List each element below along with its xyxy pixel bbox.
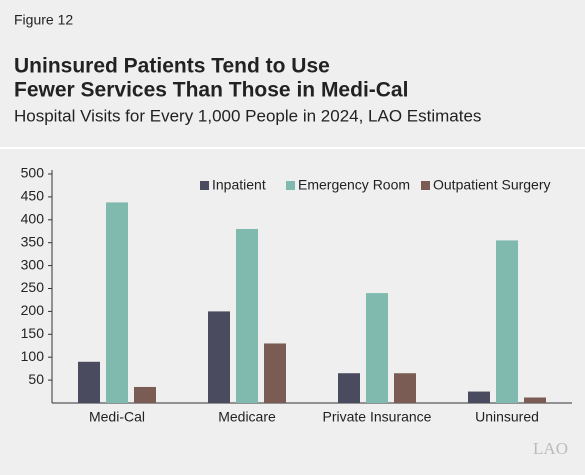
bar — [468, 391, 490, 403]
y-tick-label: 150 — [21, 325, 45, 341]
chart-title: Fewer Services Than Those in Medi-Cal — [14, 79, 408, 102]
bar — [208, 311, 230, 403]
legend-label: Emergency Room — [298, 177, 410, 193]
chart-subtitle: Hospital Visits for Every 1,000 People i… — [14, 106, 481, 125]
y-tick-label: 350 — [21, 233, 45, 249]
bar — [394, 373, 416, 403]
legend-label: Outpatient Surgery — [433, 177, 551, 193]
x-tick-label: Medicare — [218, 409, 276, 425]
legend-swatch — [421, 181, 430, 190]
y-tick-label: 500 — [21, 165, 45, 181]
y-tick-label: 450 — [21, 188, 45, 204]
chart-title: Uninsured Patients Tend to Use — [14, 55, 330, 78]
bar — [134, 386, 156, 403]
legend-swatch — [200, 181, 209, 190]
bar — [496, 240, 518, 403]
x-tick-label: Private Insurance — [323, 409, 432, 425]
logo: LAO — [533, 439, 568, 458]
legend-swatch — [286, 181, 295, 190]
bar — [78, 361, 100, 403]
y-tick-label: 400 — [21, 211, 45, 227]
y-tick-label: 300 — [21, 256, 45, 272]
legend-label: Inpatient — [212, 177, 266, 193]
y-tick-label: 50 — [28, 371, 44, 387]
x-tick-label: Uninsured — [475, 409, 539, 425]
y-tick-label: 200 — [21, 302, 45, 318]
figure-label: Figure 12 — [14, 12, 73, 28]
bar — [524, 397, 546, 403]
bar — [338, 373, 360, 403]
bar — [236, 228, 258, 403]
y-tick-label: 250 — [21, 279, 45, 295]
bar — [106, 202, 128, 403]
bar — [366, 293, 388, 403]
y-tick-label: 100 — [21, 348, 45, 364]
bar — [264, 343, 286, 403]
x-tick-label: Medi-Cal — [89, 409, 145, 425]
